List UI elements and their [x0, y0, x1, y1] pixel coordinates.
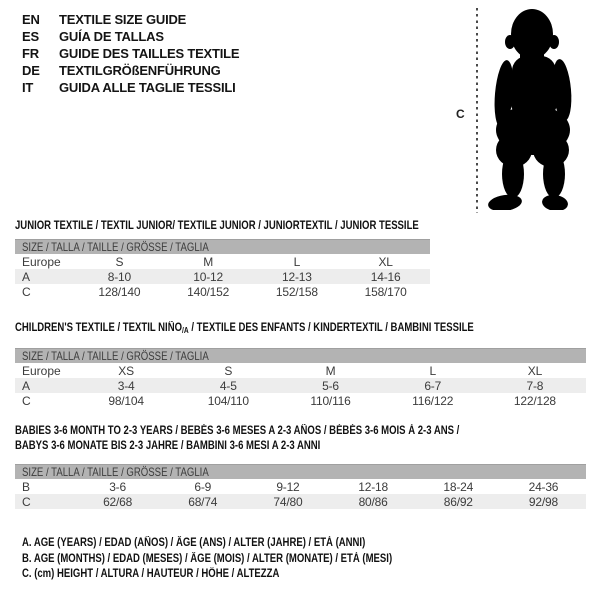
language-text: GUIDA ALLE TAGLIE TESSILI — [59, 80, 236, 95]
title-part: CHILDREN'S TEXTILE / TEXTIL NIÑO — [15, 322, 183, 334]
height-cell: 122/128 — [513, 393, 556, 408]
height-cell: 116/122 — [412, 393, 454, 408]
size-cell: L — [293, 254, 301, 269]
height-cell: 152/158 — [275, 284, 318, 299]
table-row: A 8-10 10-12 12-13 14-16 — [15, 269, 430, 284]
height-cell: 128/140 — [98, 284, 141, 299]
footnote-a: A. AGE (YEARS) / EDAD (AÑOS) / ÂGE (ANS)… — [22, 537, 366, 549]
height-cell: 80/86 — [358, 494, 388, 509]
size-cell: L — [429, 363, 436, 378]
language-text: TEXTILGRÖßENFÜHRUNG — [59, 63, 221, 78]
age-cell: 9-12 — [276, 479, 300, 494]
table-row: C 128/140 140/152 152/158 158/170 — [15, 284, 430, 299]
language-row-en: EN TEXTILE SIZE GUIDE — [22, 11, 239, 28]
height-measure-label: C — [456, 107, 465, 121]
age-cell: 10-12 — [193, 269, 223, 284]
age-cell: 3-6 — [109, 479, 126, 494]
children-size-table: CHILDREN'S TEXTILE / TEXTIL NIÑO/A / TEX… — [15, 322, 586, 408]
age-cell: 6-7 — [424, 378, 442, 393]
row-label: Europe — [22, 254, 61, 269]
size-cell: M — [325, 363, 336, 378]
language-code: EN — [22, 12, 40, 27]
language-text: GUÍA DE TALLAS — [59, 29, 164, 44]
age-cell: 12-18 — [358, 479, 388, 494]
title-subscript: /A — [182, 326, 189, 335]
language-legend: EN TEXTILE SIZE GUIDE ES GUÍA DE TALLAS … — [22, 11, 240, 96]
row-label: C — [22, 284, 31, 299]
size-cell: XL — [378, 254, 393, 269]
size-cell: S — [224, 363, 233, 378]
age-cell: 8-10 — [107, 269, 131, 284]
size-header-bar: SIZE / TALLA / TAILLE / GRÖSSE / TAGLIA — [15, 239, 430, 254]
size-cell: M — [203, 254, 214, 269]
table-row: A 3-4 4-5 5-6 6-7 7-8 — [15, 378, 586, 393]
table-row: Europe S M L XL — [15, 254, 430, 269]
language-row-it: IT GUIDA ALLE TAGLIE TESSILI — [22, 79, 239, 96]
language-code: DE — [22, 63, 40, 78]
language-text: TEXTILE SIZE GUIDE — [59, 12, 187, 27]
age-cell: 7-8 — [526, 378, 544, 393]
junior-size-table: JUNIOR TEXTILE / TEXTIL JUNIOR/ TEXTILE … — [15, 220, 430, 299]
language-code: ES — [22, 29, 39, 44]
age-cell: 14-16 — [370, 269, 401, 284]
height-cell: 86/92 — [443, 494, 473, 509]
row-label: C — [22, 494, 31, 509]
babies-size-table: BABIES 3-6 MONTH TO 2-3 YEARS / BEBÉS 3-… — [15, 424, 586, 509]
size-header-text: SIZE / TALLA / TAILLE / GRÖSSE / TAGLIA — [22, 240, 209, 254]
footnote-b: B. AGE (MONTHS) / EDAD (MESES) / ÂGE (MO… — [22, 552, 393, 565]
height-cell: 74/80 — [273, 494, 303, 509]
size-cell: XL — [527, 363, 543, 378]
size-header-bar: SIZE / TALLA / TAILLE / GRÖSSE / TAGLIA — [15, 464, 586, 479]
height-measure-dotted-line — [476, 8, 478, 213]
size-header-text: SIZE / TALLA / TAILLE / GRÖSSE / TAGLIA — [22, 349, 209, 363]
language-row-es: ES GUÍA DE TALLAS — [22, 28, 239, 45]
height-cell: 104/110 — [207, 393, 249, 408]
title-part: / TEXTILE DES ENFANTS / KINDERTEXTIL / B… — [188, 322, 474, 334]
age-cell: 6-9 — [194, 479, 212, 494]
height-cell: 140/152 — [187, 284, 230, 299]
babies-title-line2: BABYS 3-6 MONATE BIS 2-3 JAHRE / BAMBINI… — [15, 440, 321, 452]
height-cell: 98/104 — [108, 393, 144, 408]
footnote-c: C. (cm) HEIGHT / ALTURA / HAUTEUR / HÖHE… — [22, 568, 280, 580]
size-cell: S — [115, 254, 124, 269]
row-label: Europe — [22, 363, 61, 378]
size-header-bar: SIZE / TALLA / TAILLE / GRÖSSE / TAGLIA — [15, 348, 586, 363]
language-text: GUIDE DES TAILLES TEXTILE — [59, 46, 240, 61]
children-table-title: CHILDREN'S TEXTILE / TEXTIL NIÑO/A / TEX… — [15, 322, 489, 337]
row-label: A — [22, 269, 31, 284]
age-cell: 12-13 — [282, 269, 312, 284]
row-label: C — [22, 393, 31, 408]
babies-title-line1: BABIES 3-6 MONTH TO 2-3 YEARS / BEBÉS 3-… — [15, 425, 460, 437]
footnotes: A. AGE (YEARS) / EDAD (AÑOS) / ÂGE (ANS)… — [22, 536, 468, 583]
language-code: FR — [22, 46, 39, 61]
language-code: IT — [22, 80, 34, 95]
age-cell: 5-6 — [322, 378, 339, 393]
table-row: Europe XS S M L XL — [15, 363, 586, 378]
toddler-silhouette-icon — [488, 9, 572, 210]
age-cell: 3-4 — [117, 378, 135, 393]
table-row: B 3-6 6-9 9-12 12-18 18-24 24-36 — [15, 479, 586, 494]
size-header-text: SIZE / TALLA / TAILLE / GRÖSSE / TAGLIA — [22, 465, 209, 479]
height-cell: 68/74 — [188, 494, 218, 509]
age-cell: 4-5 — [219, 378, 237, 393]
table-row: C 98/104 104/110 110/116 116/122 122/128 — [15, 393, 586, 408]
table-row: C 62/68 68/74 74/80 80/86 86/92 92/98 — [15, 494, 586, 509]
height-cell: 92/98 — [528, 494, 558, 509]
babies-table-title: BABIES 3-6 MONTH TO 2-3 YEARS / BEBÉS 3-… — [15, 424, 586, 454]
language-row-de: DE TEXTILGRÖßENFÜHRUNG — [22, 62, 239, 79]
row-label: B — [22, 479, 31, 494]
height-cell: 110/116 — [310, 393, 351, 408]
row-label: A — [22, 378, 31, 393]
junior-table-title: JUNIOR TEXTILE / TEXTIL JUNIOR/ TEXTILE … — [15, 220, 419, 232]
size-cell: XS — [118, 363, 134, 378]
age-cell: 24-36 — [528, 479, 559, 494]
height-cell: 62/68 — [103, 494, 133, 509]
height-cell: 158/170 — [364, 284, 407, 299]
language-row-fr: FR GUIDE DES TAILLES TEXTILE — [22, 45, 240, 62]
age-cell: 18-24 — [443, 479, 474, 494]
